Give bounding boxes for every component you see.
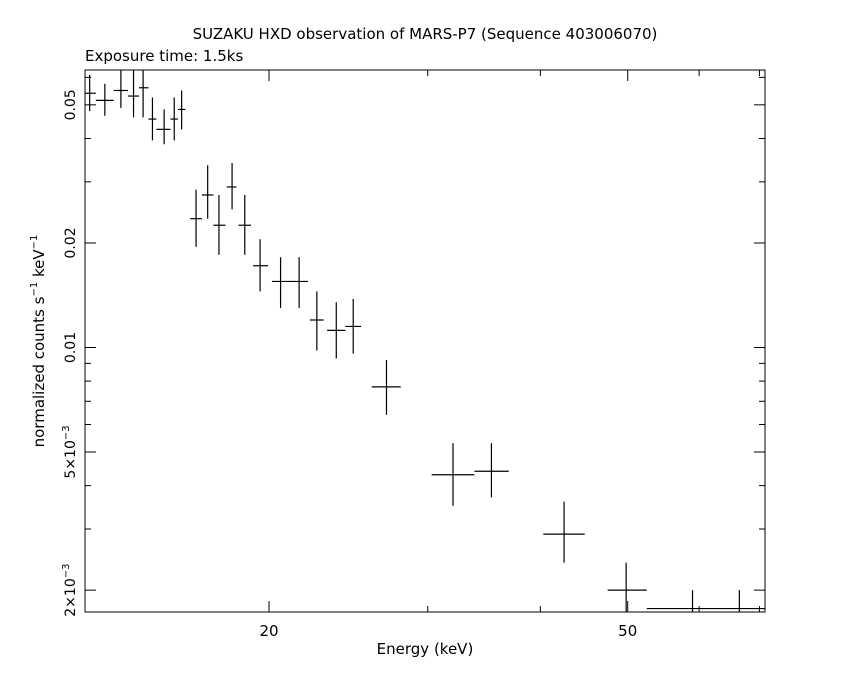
- y-tick-label: 0.01: [63, 332, 79, 363]
- data-point: [170, 97, 178, 141]
- data-point: [253, 239, 269, 292]
- x-axis-label: Energy (keV): [377, 640, 474, 658]
- data-point: [724, 590, 765, 612]
- data-point: [85, 74, 96, 111]
- data-point: [139, 70, 149, 118]
- data-point: [474, 443, 509, 498]
- y-tick-label: 0.02: [63, 227, 79, 258]
- y-axis-label-sup2: −1: [29, 235, 40, 250]
- data-point: [431, 443, 475, 506]
- y-axis-label-sup1: −1: [29, 282, 40, 297]
- data-point: [113, 70, 128, 108]
- y-tick-label: 0.05: [63, 89, 79, 120]
- data-point: [213, 194, 226, 255]
- data-point: [148, 97, 157, 141]
- y-axis-label-mid: keV: [30, 249, 48, 282]
- data-point: [238, 194, 251, 255]
- data-point: [201, 165, 214, 219]
- data-point: [345, 298, 362, 354]
- chart-title: SUZAKU HXD observation of MARS-P7 (Seque…: [193, 25, 658, 43]
- y-axis-label: normalized counts s−1 keV−1: [29, 235, 48, 448]
- data-point: [646, 590, 725, 612]
- data-point: [156, 109, 171, 145]
- data-point: [289, 257, 309, 308]
- y-tick-label: 2×10−3: [61, 564, 79, 617]
- y-axis-label-main: normalized counts s: [30, 296, 48, 447]
- data-point: [177, 90, 186, 130]
- ticks: [85, 70, 765, 612]
- x-tick-label: 20: [259, 622, 278, 640]
- y-tick-label: 5×10−3: [61, 425, 79, 478]
- x-tick-label: 50: [618, 622, 637, 640]
- data-point: [371, 360, 401, 415]
- data-points: [85, 70, 765, 612]
- data-point: [543, 501, 585, 563]
- data-point: [327, 302, 346, 359]
- data-point: [607, 562, 647, 612]
- data-point: [309, 291, 324, 351]
- chart-subtitle: Exposure time: 1.5ks: [85, 47, 243, 65]
- plot-frame: [84, 69, 766, 613]
- data-point: [95, 83, 114, 116]
- data-point: [226, 162, 237, 210]
- data-point: [271, 257, 290, 308]
- data-point: [127, 70, 140, 118]
- data-point: [190, 189, 202, 247]
- tick-labels: 20 50 2×10−3 5×10−3 0.01 0.02 0.05: [61, 89, 637, 640]
